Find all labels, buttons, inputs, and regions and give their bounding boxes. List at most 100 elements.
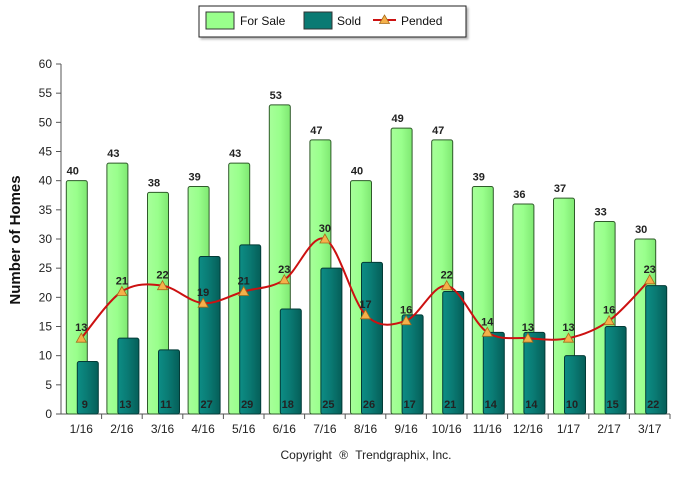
sold-value-label: 18 (282, 399, 294, 411)
for-sale-value-label: 39 (188, 172, 200, 184)
sold-bar (239, 244, 262, 415)
sold-bar (76, 361, 99, 415)
pended-value-label: 23 (278, 264, 290, 276)
legend-label-for-sale: For Sale (240, 14, 286, 28)
y-tick-label: 10 (39, 349, 53, 363)
y-tick-label: 30 (39, 232, 53, 246)
pended-marker (400, 314, 412, 326)
y-tick-label: 20 (39, 290, 53, 304)
y-tick-label: 40 (39, 174, 53, 188)
pended-value-label: 21 (116, 276, 128, 288)
sold-bar (158, 349, 180, 415)
copyright-symbol: ® (339, 448, 348, 462)
for-sale-value-label: 30 (635, 224, 647, 236)
sold-bar (564, 355, 586, 415)
pended-marker (75, 332, 87, 343)
legend-swatch-sold (303, 11, 333, 30)
pended-value-label: 19 (197, 287, 209, 299)
pended-value-label: 16 (603, 305, 615, 317)
copyright-text: Copyright ® Trendgraphix, Inc. (281, 448, 452, 462)
y-tick-label: 15 (39, 320, 53, 334)
pended-marker (278, 274, 290, 285)
for-sale-value-label: 33 (594, 207, 606, 219)
sold-bar (117, 337, 140, 415)
legend-swatch-for-sale (205, 11, 235, 30)
x-tick-label: 9/16 (394, 422, 418, 436)
y-axis-label: Number of Homes (7, 175, 24, 304)
pended-value-label: 22 (441, 270, 453, 282)
x-tick-label: 3/16 (151, 422, 175, 436)
pended-marker (197, 297, 209, 308)
x-tick-label: 1/17 (557, 422, 581, 436)
pended-marker (238, 285, 250, 296)
pended-value-label: 22 (156, 270, 168, 282)
sold-bar (604, 326, 627, 415)
pended-value-label: 21 (238, 276, 250, 288)
pended-value-label: 23 (644, 264, 656, 276)
x-tick-label: 10/16 (432, 422, 462, 436)
sold-value-label: 29 (241, 399, 253, 411)
x-tick-label: 2/16 (110, 422, 134, 436)
data-labels: 40 9 43 13 38 11 39 27 43 29 53 18 47 25 40 26 49 17 47 21 3… (67, 90, 660, 411)
pended-value-label: 13 (75, 322, 87, 334)
y-tick-label: 60 (39, 57, 53, 71)
pended-marker (522, 332, 534, 343)
y-tick-label: 0 (45, 407, 52, 421)
pended-marker (644, 274, 656, 285)
pended-marker (319, 233, 331, 244)
for-sale-value-label: 47 (310, 125, 322, 137)
sold-bar (361, 261, 383, 415)
sold-bar (482, 331, 505, 415)
sold-bar (401, 314, 424, 415)
legend-marker-pended (378, 14, 391, 24)
sold-bar (279, 308, 302, 415)
pended-marker (603, 314, 615, 326)
x-tick-label: 6/16 (273, 422, 297, 436)
y-tick-label: 25 (39, 261, 53, 275)
for-sale-value-label: 38 (148, 177, 160, 189)
pended-marker (562, 332, 575, 343)
legend: For Sale Sold Pended (198, 5, 467, 38)
sold-value-label: 11 (160, 399, 172, 411)
x-tick-label: 8/16 (354, 422, 378, 436)
bars (65, 104, 668, 415)
for-sale-value-label: 43 (229, 148, 241, 160)
sold-value-label: 14 (525, 399, 538, 411)
pended-marker (441, 279, 453, 291)
pended-marker (116, 285, 128, 296)
pended-value-label: 14 (481, 316, 494, 328)
sold-value-label: 15 (606, 399, 618, 411)
sold-value-label: 9 (82, 399, 88, 411)
sold-value-label: 22 (647, 399, 659, 411)
x-tick-label: 5/16 (232, 422, 256, 436)
x-tick-label: 7/16 (313, 422, 337, 436)
pended-value-label: 13 (522, 322, 534, 334)
sold-value-label: 13 (119, 399, 131, 411)
for-sale-value-label: 53 (270, 90, 282, 102)
sold-value-label: 21 (444, 399, 456, 411)
y-tick-label: 55 (39, 86, 53, 100)
pended-marker (481, 326, 493, 337)
sold-bar (198, 256, 221, 415)
x-tick-label: 3/17 (638, 422, 662, 436)
x-tick-label: 1/16 (70, 422, 94, 436)
sold-value-label: 25 (322, 399, 334, 411)
y-tick-label: 35 (39, 203, 53, 217)
sold-bar (320, 267, 343, 415)
sold-bar (645, 285, 668, 415)
sold-value-label: 10 (566, 399, 578, 411)
for-sale-value-label: 40 (67, 166, 79, 178)
for-sale-value-label: 36 (513, 189, 525, 201)
legend-label-sold: Sold (337, 14, 361, 28)
pended-value-label: 17 (359, 299, 371, 311)
sold-bar (442, 291, 465, 415)
x-tick-label: 2/17 (597, 422, 621, 436)
sold-bar (523, 331, 546, 415)
legend-label-pended: Pended (401, 14, 442, 28)
copyright-word: Copyright (281, 448, 333, 462)
pended-value-label: 13 (562, 322, 574, 334)
y-tick-label: 5 (45, 378, 52, 392)
for-sale-value-label: 37 (554, 183, 566, 195)
